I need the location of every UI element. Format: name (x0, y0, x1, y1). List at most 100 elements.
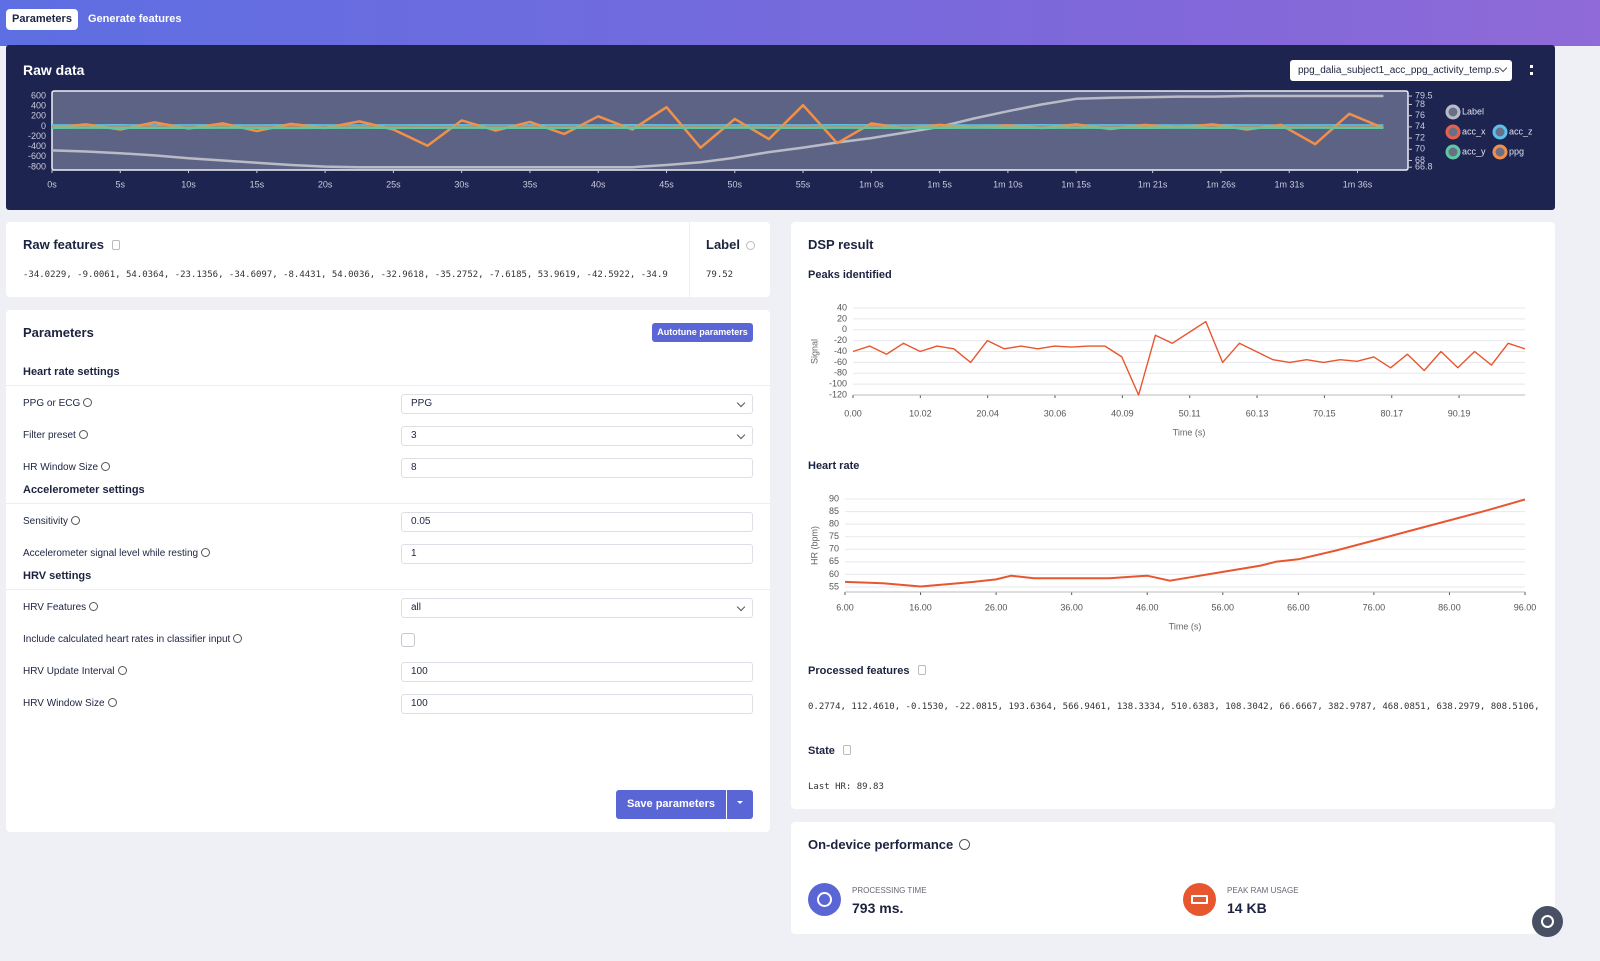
title: On-device performance (808, 837, 954, 852)
input[interactable]: 100 (401, 662, 753, 682)
y2-tick-label: 68 (1415, 155, 1425, 165)
performance-card: On-device performance PROCESSING TIME 79… (791, 822, 1555, 934)
card-title: DSP result (808, 237, 874, 252)
section-title: HRV settings (23, 570, 92, 582)
heart-rate-chart: 90 85 80 75 70 65 60 55 6.00 16.00 26.00 36.00 46.00… (809, 493, 1537, 631)
processed-features-text: 0.2774, 112.4610, -0.1530, -22.0815, 193… (808, 702, 1538, 712)
help-icon[interactable] (78, 430, 88, 439)
metric-label: PROCESSING TIME (852, 886, 927, 895)
copy-icon[interactable] (917, 665, 926, 675)
panel-title: Raw data (23, 62, 85, 78)
copy-icon[interactable] (111, 240, 120, 250)
field-value: all (411, 602, 422, 613)
input[interactable]: 8 (401, 458, 753, 478)
label-text: Sensitivity (23, 516, 69, 527)
field-label: Sensitivity (23, 516, 81, 527)
select[interactable]: PPG (401, 394, 753, 414)
separator (6, 503, 770, 504)
series-line (852, 320, 1526, 396)
y-tick-label: -400 (28, 141, 46, 151)
help-icon[interactable] (117, 666, 127, 675)
title: State (808, 745, 835, 757)
help-button[interactable] (1532, 906, 1563, 937)
field-label: HRV Update Interval (23, 666, 127, 677)
x-tick-label: 76.00 (1363, 602, 1386, 612)
x-tick-label: 16.00 (909, 602, 932, 612)
y2-tick-label: 74 (1415, 121, 1425, 131)
legend-label: ppg (1509, 146, 1524, 156)
field-value: 100 (411, 698, 428, 709)
legend-label: acc_y (1462, 146, 1486, 156)
tab[interactable]: Parameters (6, 9, 78, 30)
y-tick-label: 40 (837, 302, 847, 312)
x-tick-label: 25s (386, 179, 401, 189)
legend-swatch (1445, 104, 1461, 120)
help-icon[interactable] (233, 634, 243, 643)
help-icon[interactable] (201, 548, 211, 557)
legend-swatch (1445, 124, 1461, 140)
help-glyph (1541, 915, 1554, 928)
file-name: ppg_dalia_subject1_acc_ppg_activity_temp… (1298, 65, 1500, 76)
x-axis-title: Time (s) (1169, 621, 1202, 631)
input[interactable]: 1 (401, 544, 753, 564)
legend-swatch (1492, 124, 1508, 140)
metric-value: 14 KB (1227, 900, 1267, 916)
copy-icon[interactable] (842, 745, 851, 755)
x-tick-label: 96.00 (1514, 602, 1537, 612)
y-tick-label: -120 (829, 389, 847, 399)
help-icon[interactable] (745, 241, 755, 250)
x-tick-label: 50.11 (1179, 408, 1201, 418)
input[interactable]: 0.05 (401, 512, 753, 532)
y-tick-label: 65 (829, 556, 839, 566)
x-tick-label: 15s (250, 179, 265, 189)
field-label: Accelerometer signal level while resting (23, 548, 211, 559)
help-icon[interactable] (959, 839, 971, 850)
select[interactable]: all (401, 598, 753, 618)
x-tick-label: 1m 0s (859, 179, 884, 189)
card-title: On-device performance (808, 837, 971, 852)
x-tick-label: 70.15 (1313, 408, 1336, 418)
chart-title: Heart rate (808, 460, 860, 472)
tab[interactable]: Generate features (88, 13, 182, 25)
y-tick-label: -40 (834, 346, 847, 356)
autotune-button[interactable]: Autotune parameters (652, 323, 753, 342)
menu-button[interactable] (1530, 65, 1533, 75)
label-text: Accelerometer signal level while resting (23, 548, 199, 559)
x-tick-label: 56.00 (1212, 602, 1235, 612)
x-tick-label: 1m 15s (1061, 179, 1091, 189)
y2-tick-label: 76 (1415, 110, 1425, 120)
save-menu-button[interactable] (727, 790, 753, 819)
x-tick-label: 1m 26s (1206, 179, 1236, 189)
y-tick-label: 80 (829, 519, 839, 529)
chevron (1498, 63, 1508, 73)
y-tick-label: 0 (842, 324, 847, 334)
field-value: 100 (411, 666, 428, 677)
raw-features-card: Raw features -34.0229, -9.0061, 54.0364,… (6, 222, 770, 297)
label-text: HRV Update Interval (23, 666, 115, 677)
ram-chip (1191, 895, 1208, 904)
x-tick-label: 10.02 (909, 408, 932, 418)
x-tick-label: 90.19 (1448, 408, 1471, 418)
help-icon[interactable] (89, 602, 99, 611)
y-tick-label: -800 (28, 161, 46, 171)
checkbox[interactable] (401, 633, 415, 647)
chevron (736, 398, 746, 408)
parameters-card: Parameters Autotune parameters Save para… (6, 310, 770, 832)
x-tick-label: 26.00 (985, 602, 1008, 612)
y2-tick-label: 70 (1415, 144, 1425, 154)
help-icon[interactable] (83, 398, 93, 407)
file-select[interactable]: ppg_dalia_subject1_acc_ppg_activity_temp… (1290, 60, 1512, 81)
select[interactable]: 3 (401, 426, 753, 446)
legend-label: acc_z (1509, 126, 1533, 136)
x-tick-label: 36.00 (1060, 602, 1083, 612)
y-tick-label: -60 (834, 357, 847, 367)
help-icon[interactable] (71, 516, 81, 525)
label-text: PPG or ECG (23, 398, 81, 409)
x-tick-label: 46.00 (1136, 602, 1159, 612)
input[interactable]: 100 (401, 694, 753, 714)
series-line (844, 498, 1526, 588)
save-button[interactable]: Save parameters (616, 790, 726, 819)
help-icon[interactable] (107, 698, 117, 707)
help-icon[interactable] (101, 462, 111, 471)
